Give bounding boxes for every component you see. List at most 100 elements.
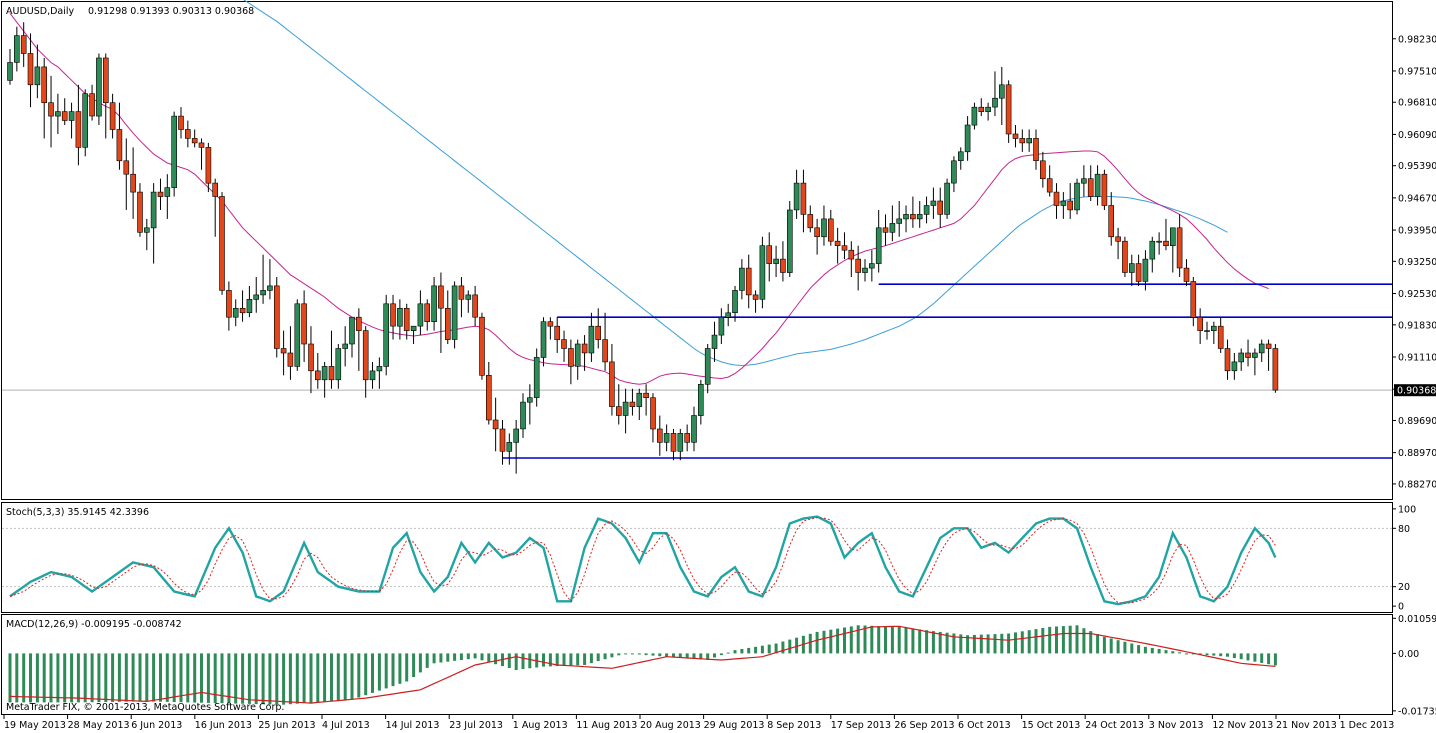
candle — [89, 84, 95, 121]
candle — [725, 303, 732, 327]
candle — [691, 406, 697, 452]
candle-body — [670, 433, 677, 452]
candle-body — [554, 325, 561, 340]
price-pane[interactable] — [1, 1, 1393, 500]
macd-histogram-bar — [521, 653, 525, 670]
candle — [157, 178, 164, 210]
candle-body — [103, 57, 109, 104]
macd-histogram-bar — [8, 653, 12, 703]
candle-body — [574, 343, 581, 367]
candle — [855, 245, 862, 291]
candle — [1087, 165, 1094, 202]
candle-body — [540, 321, 547, 358]
candle-body — [739, 267, 745, 291]
candle-body — [376, 366, 383, 372]
candle — [1265, 339, 1272, 371]
macd-histogram-bar — [514, 653, 518, 670]
macd-histogram-bar — [350, 653, 354, 700]
stoch-signal-line — [9, 517, 1276, 604]
candle-body — [533, 357, 540, 398]
macd-histogram-bar — [254, 653, 258, 705]
macd-histogram-bar — [76, 653, 80, 703]
candle-body — [1135, 263, 1142, 282]
candle — [595, 308, 602, 349]
macd-signal-line — [9, 625, 1276, 704]
candle — [403, 303, 410, 340]
candle — [314, 352, 321, 389]
macd-histogram-bar — [849, 626, 853, 654]
candle-body — [390, 303, 396, 327]
candle-body — [219, 196, 225, 291]
macd-histogram-bar — [29, 653, 32, 703]
macd-histogram-bar — [548, 653, 552, 667]
macd-histogram-bar — [384, 653, 388, 689]
stoch-main-line — [9, 515, 1277, 606]
candle-body — [164, 187, 171, 197]
candle — [704, 344, 711, 394]
macd-histogram-bar — [275, 653, 279, 705]
macd-histogram-bar — [364, 653, 368, 696]
candle — [1101, 169, 1108, 210]
macd-histogram-bar — [179, 653, 183, 703]
candle — [848, 241, 855, 277]
candle — [417, 290, 424, 336]
macd-pane[interactable] — [1, 614, 1393, 715]
candle — [34, 44, 41, 99]
macd-histogram-bar — [1150, 647, 1154, 654]
candle-body — [55, 111, 61, 117]
macd-histogram-bar — [1061, 626, 1065, 654]
macd-histogram-bar — [692, 653, 696, 659]
stoch-title: Stoch(5,3,3) 35.9145 42.3396 — [6, 507, 149, 518]
candle-body — [800, 182, 807, 215]
candle — [362, 326, 369, 398]
candle — [786, 201, 793, 277]
time-tick-label: 1 Aug 2013 — [513, 720, 568, 731]
last-price-marker: 0.90368 — [1394, 384, 1436, 397]
candle-body — [615, 406, 622, 416]
macd-histogram-bar — [124, 653, 128, 702]
time-tick-label: 26 Sep 2013 — [894, 720, 954, 731]
candle-body — [602, 339, 608, 363]
macd-histogram-bar — [159, 653, 162, 702]
candle-body — [232, 307, 239, 318]
macd-histogram-bar — [644, 653, 648, 656]
macd-histogram-bar — [357, 653, 361, 698]
macd-histogram-bar — [610, 653, 614, 658]
candle-body — [711, 334, 718, 349]
candle — [280, 330, 287, 376]
candle-body — [814, 227, 820, 238]
candle-body — [1258, 343, 1265, 354]
candle — [520, 393, 526, 438]
candle — [745, 254, 752, 309]
candle-body — [718, 316, 725, 336]
stoch-pane[interactable] — [1, 502, 1393, 613]
macd-histogram-bar — [432, 653, 436, 664]
macd-histogram-bar — [480, 653, 484, 661]
stoch-tick-label: 100 — [1398, 504, 1416, 515]
time-tick-label: 29 Aug 2013 — [704, 720, 765, 731]
macd-histogram-bar — [713, 653, 716, 658]
candle — [766, 232, 773, 282]
candle — [431, 276, 437, 331]
candle — [684, 424, 691, 452]
candle — [910, 196, 916, 228]
candle — [793, 169, 800, 219]
candle — [506, 433, 513, 465]
candle-body — [465, 294, 472, 300]
macd-histogram-bar — [1164, 650, 1168, 654]
candle-body — [96, 57, 102, 117]
candle — [930, 187, 937, 219]
time-tick-label: 15 Oct 2013 — [1022, 720, 1081, 731]
candle — [1156, 232, 1162, 255]
candle-body — [1224, 348, 1231, 372]
macd-histogram-bar — [1212, 653, 1216, 656]
candle — [308, 326, 314, 394]
candle-body — [998, 84, 1005, 99]
price-tick-label: 0.96810 — [1398, 98, 1436, 109]
candle-body — [793, 182, 800, 211]
macd-histogram-bar — [1157, 649, 1161, 654]
macd-histogram-bar — [1178, 652, 1182, 654]
candle-body — [1190, 281, 1197, 318]
candle — [150, 183, 157, 264]
